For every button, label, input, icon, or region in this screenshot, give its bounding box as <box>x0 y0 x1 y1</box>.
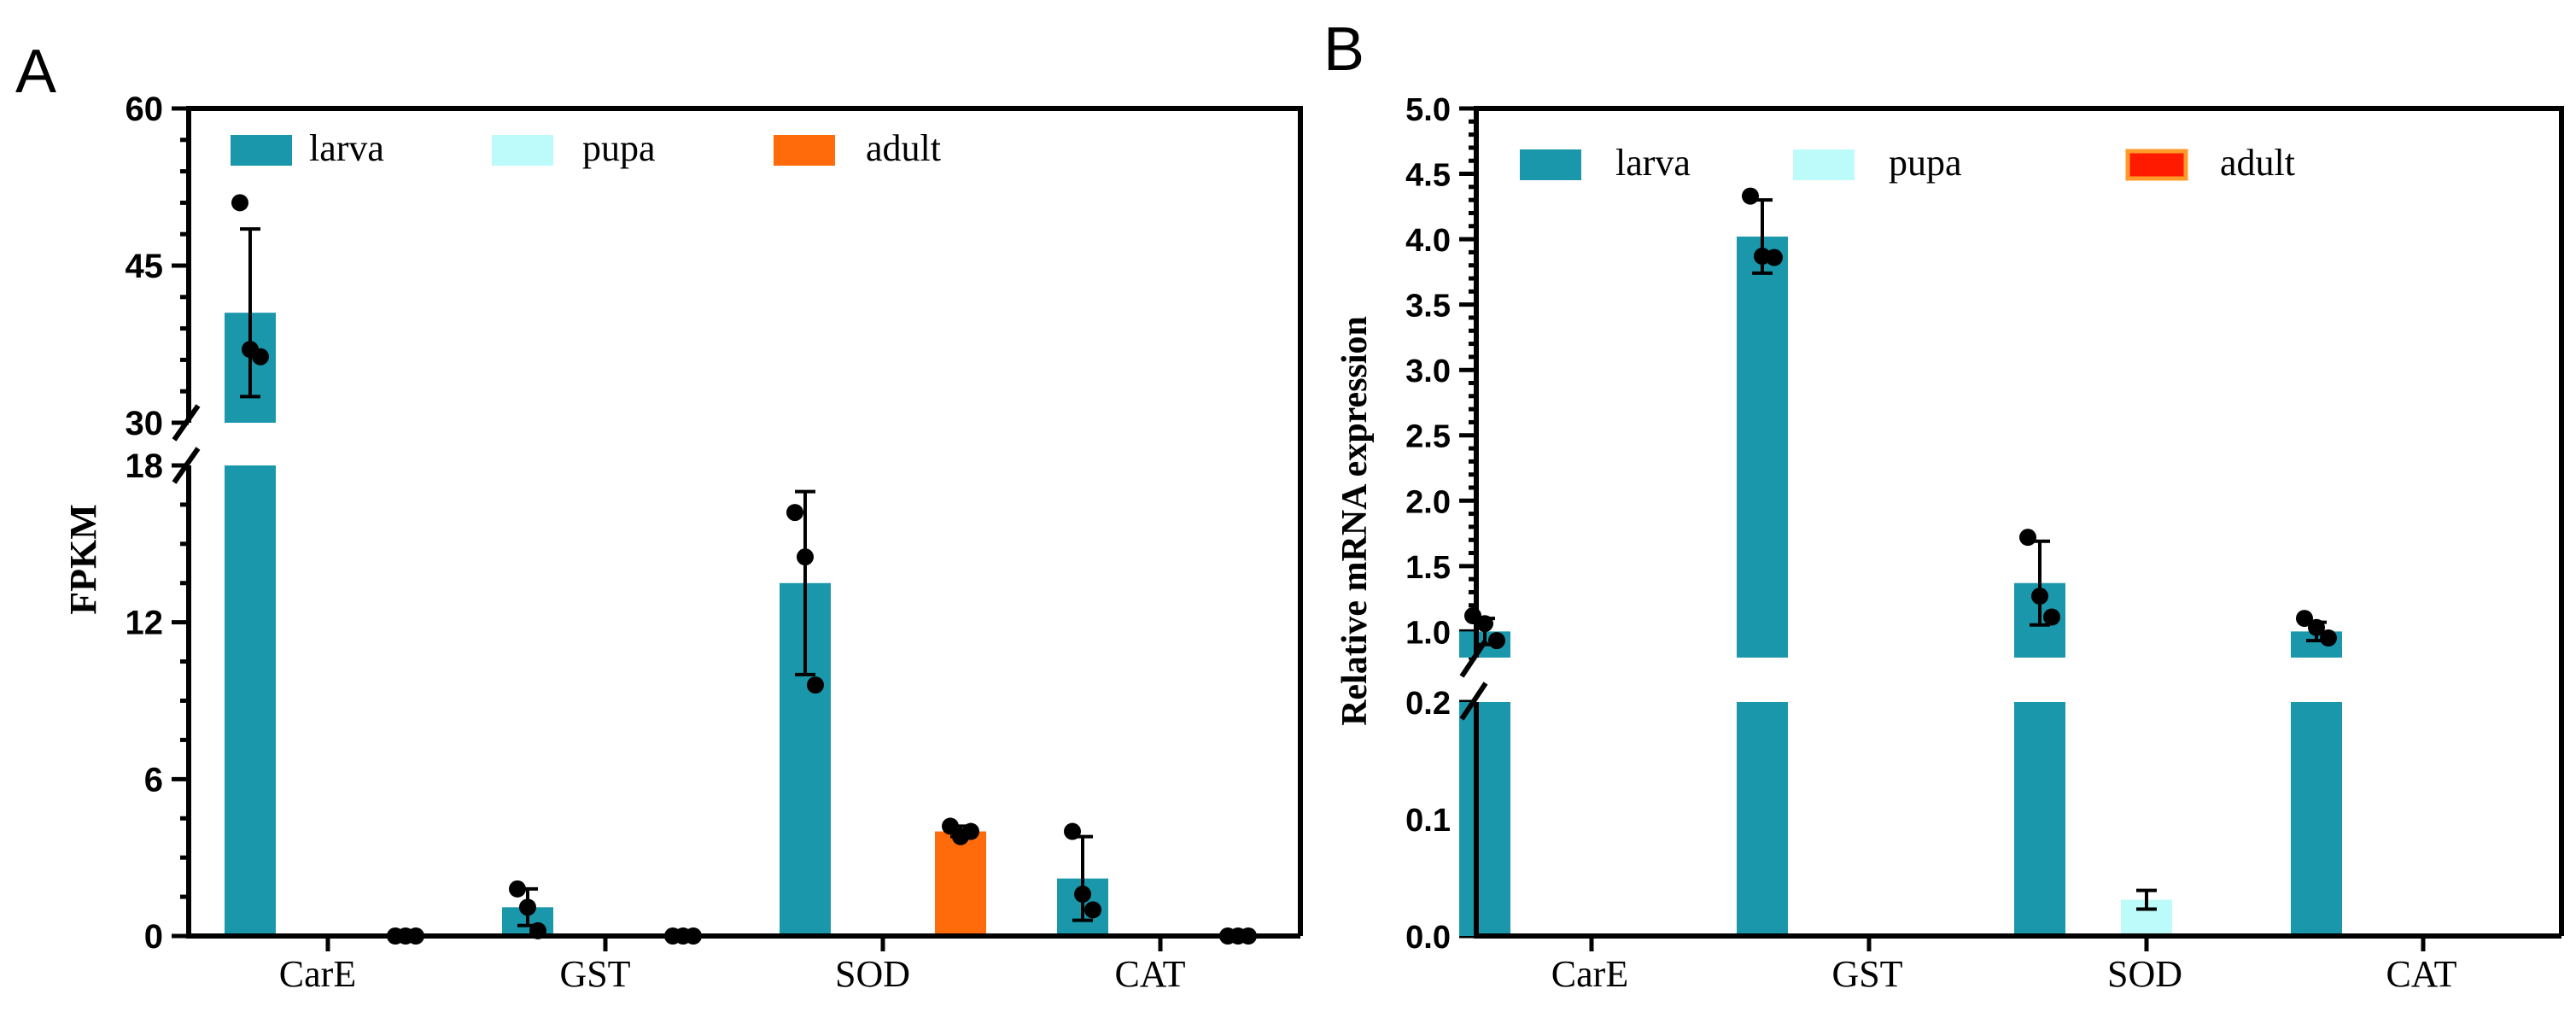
panel-b-x-label-gst: GST <box>1831 953 1902 995</box>
panel-b-legend-swatch-pupa <box>1793 149 1855 180</box>
data-point-larva <box>231 194 248 212</box>
data-point-larva <box>1488 632 1505 650</box>
bar-larva <box>1737 237 1788 658</box>
panel-a-legend-swatch-pupa <box>492 135 553 166</box>
data-point-larva <box>1084 901 1101 919</box>
panel-a-frame-upper <box>186 106 1303 936</box>
panel-a-upper-ticks: 30 45 60 <box>126 91 189 442</box>
bar-larva <box>2014 702 2065 936</box>
data-point-larva <box>519 898 536 916</box>
panel-a-label: A <box>15 38 56 106</box>
data-point-larva <box>1064 822 1081 840</box>
panel-a-axis-break-top <box>172 404 201 442</box>
data-point-larva <box>509 880 526 898</box>
bar-larva <box>1737 702 1788 936</box>
bar-larva <box>225 465 276 936</box>
y-tick-label: 0.0 <box>1405 920 1451 956</box>
panel-b-axis-break-bottom <box>1459 681 1488 721</box>
data-point-larva <box>2296 610 2313 628</box>
panel-a-x-label-cat: CAT <box>1114 953 1185 995</box>
panel-b-legend-label-pupa: pupa <box>1889 142 1962 184</box>
y-tick-label: 5.0 <box>1405 92 1451 128</box>
panel-a-legend-label-pupa: pupa <box>582 127 656 169</box>
y-tick-label: 1.0 <box>1405 615 1451 651</box>
panel-a-lower-ticks: 0 6 12 18 <box>126 448 189 956</box>
bar-larva <box>2291 702 2342 936</box>
bar-larva <box>1459 702 1510 936</box>
panel-a-frame-lower <box>186 465 1300 939</box>
data-point-larva <box>2308 618 2325 636</box>
panel-b-error-bars <box>1475 198 2327 911</box>
panel-a-x-label-sod: SOD <box>835 953 910 995</box>
panel-a-x-ticks <box>325 936 1163 951</box>
panel-b-label: B <box>1323 15 1364 84</box>
y-tick-label: 0.2 <box>1405 686 1451 722</box>
data-point-larva <box>807 676 824 694</box>
panel-b-frame-upper <box>1474 106 2564 936</box>
panel-b-axis-break-top <box>1459 639 1488 678</box>
y-tick-label: 1.5 <box>1405 550 1451 586</box>
y-tick-label: 18 <box>126 448 164 485</box>
data-point-larva <box>1476 615 1493 633</box>
y-tick-label: 2.0 <box>1405 484 1451 520</box>
bar-adult <box>935 831 986 936</box>
data-point-adult <box>962 822 979 840</box>
panel-b: B Relative mRNA expression 1.0 1.5 2.0 2.5 3… <box>1323 15 2564 995</box>
data-point-larva <box>2043 608 2060 626</box>
data-point-adult <box>942 817 959 835</box>
y-tick-label: 60 <box>126 91 164 128</box>
y-tick-label: 3.0 <box>1405 354 1451 389</box>
panel-b-legend-swatch-larva <box>1520 149 1581 180</box>
data-point-larva <box>786 504 803 522</box>
y-tick-label: 45 <box>126 248 164 285</box>
panel-a-y-axis-label: FPKM <box>62 504 104 615</box>
panel-a-legend-label-larva: larva <box>309 127 384 169</box>
panel-b-y-axis-label: Relative mRNA expression <box>1335 316 1375 726</box>
panel-b-frame-lower <box>1474 702 2561 939</box>
panel-a-points <box>231 194 1257 945</box>
panel-b-legend-label-adult: adult <box>2220 142 2295 184</box>
panel-a-axis-break-bottom <box>172 447 201 484</box>
panel-b-x-label-cat: CAT <box>2386 953 2456 995</box>
panel-b-legend-label-larva: larva <box>1615 142 1691 184</box>
panel-a-legend: larva pupa adult <box>231 127 941 169</box>
data-point-larva <box>1766 249 1783 266</box>
data-point-larva <box>797 548 814 566</box>
panel-a-legend-swatch-larva <box>231 135 292 166</box>
panel-a-error-bars <box>240 227 1093 927</box>
panel-b-bars <box>1459 237 2342 936</box>
panel-a-x-label-care: CarE <box>279 953 356 995</box>
data-point-larva <box>2031 588 2048 605</box>
data-point-larva <box>2019 529 2036 547</box>
panel-b-points <box>1464 187 2337 650</box>
y-tick-label: 30 <box>126 405 164 442</box>
y-tick-label: 0 <box>144 918 163 956</box>
y-tick-label: 0.1 <box>1405 803 1451 839</box>
y-tick-label: 6 <box>144 761 163 798</box>
panel-b-x-label-care: CarE <box>1551 953 1628 995</box>
data-point-larva <box>1742 187 1759 205</box>
panel-a-legend-label-adult: adult <box>866 127 941 169</box>
panel-b-x-ticks <box>1589 936 2426 951</box>
data-point-larva <box>1074 886 1091 904</box>
panel-a-bars <box>225 313 1108 936</box>
y-tick-label: 3.5 <box>1405 289 1451 325</box>
data-point-larva <box>2320 629 2337 647</box>
data-point-larva <box>252 348 269 366</box>
y-tick-label: 12 <box>126 605 164 642</box>
y-tick-label: 2.5 <box>1405 419 1451 455</box>
y-tick-label: 4.0 <box>1405 223 1451 259</box>
y-tick-label: 4.5 <box>1405 158 1451 194</box>
panel-b-legend-swatch-adult <box>2125 149 2188 181</box>
panel-a: A FPKM 30 45 60 0 6 12 18 CarE GST SOD CAT la… <box>15 38 1303 995</box>
panel-b-x-label-sod: SOD <box>2107 953 2182 995</box>
panel-a-legend-swatch-adult <box>774 135 835 166</box>
panel-b-legend: larva pupa adult <box>1520 142 2295 184</box>
panel-a-x-label-gst: GST <box>559 953 630 995</box>
panel-b-upper-ticks: 1.0 1.5 2.0 2.5 3.0 3.5 4.0 4.5 5.0 <box>1405 92 1476 660</box>
